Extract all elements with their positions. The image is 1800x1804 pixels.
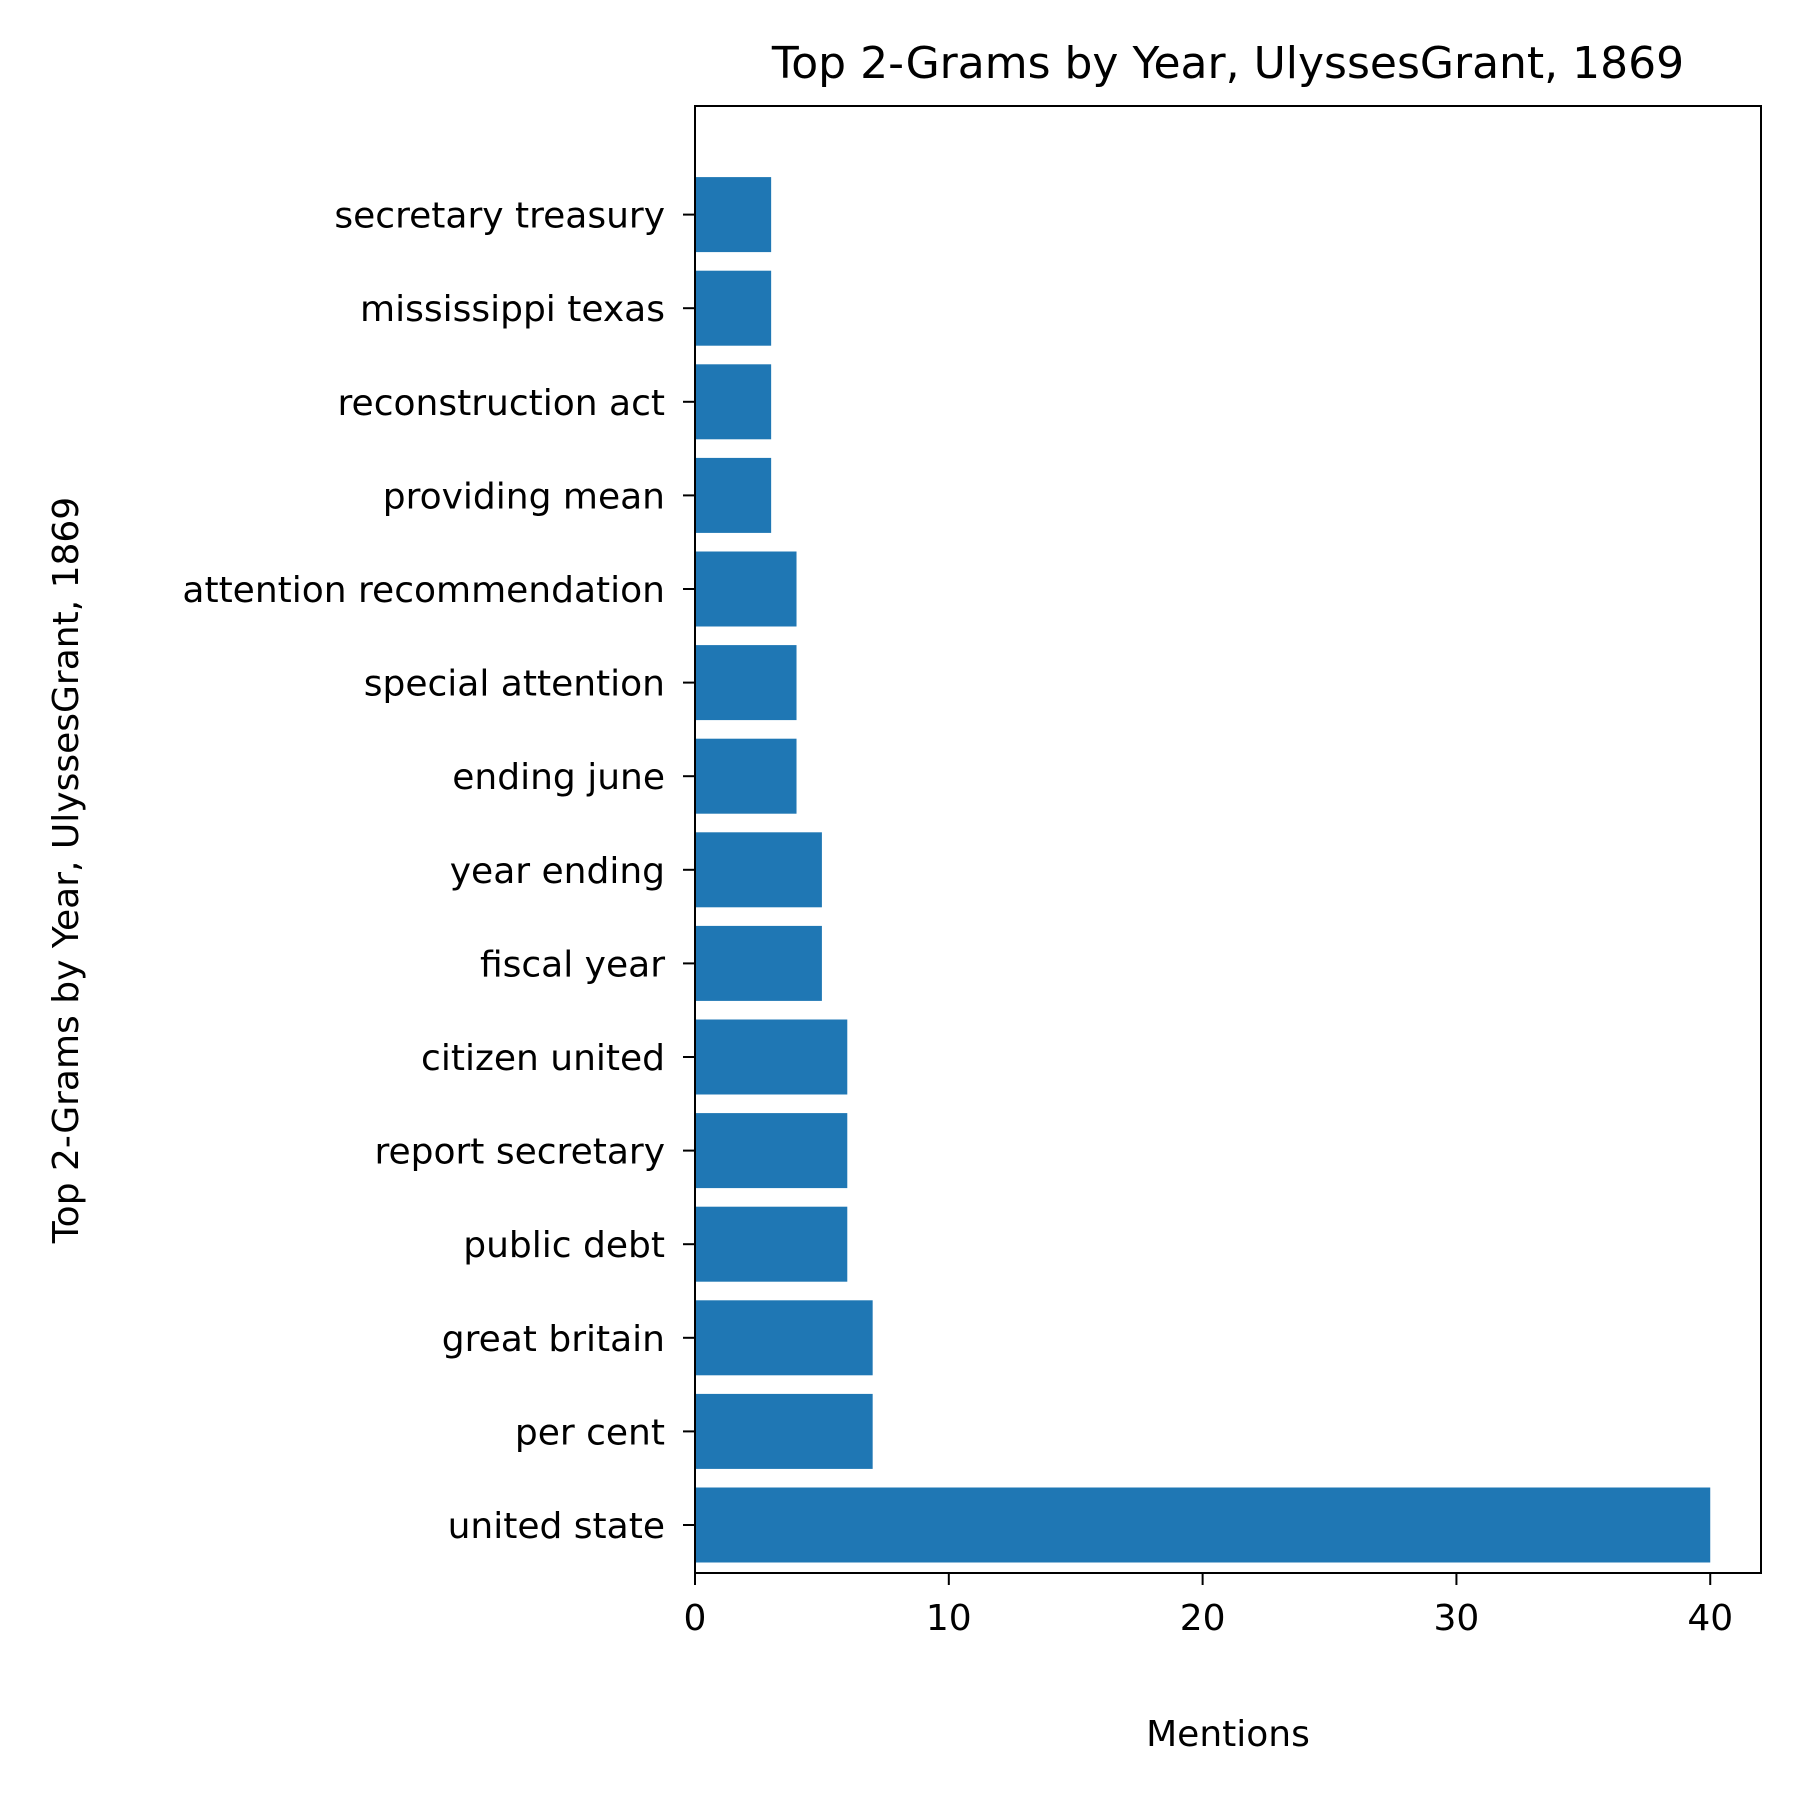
y-tick-label: year ending: [450, 851, 665, 892]
chart-title: Top 2-Grams by Year, UlyssesGrant, 1869: [771, 38, 1684, 89]
y-tick-label: special attention: [364, 664, 665, 705]
y-tick-label: secretary treasury: [334, 196, 665, 237]
bar-mississippi-texas: [695, 270, 772, 346]
x-tick-label: 30: [1434, 1598, 1480, 1639]
plot-frame: [694, 105, 1762, 1574]
bar-report-secretary: [695, 1113, 848, 1189]
x-axis-label: Mentions: [1146, 1714, 1310, 1755]
y-tick-label: citizen united: [421, 1038, 665, 1079]
y-axis-label: Top 2-Grams by Year, UlyssesGrant, 1869: [46, 497, 87, 1244]
y-tick-label: per cent: [515, 1412, 665, 1453]
bar-per-cent: [695, 1393, 873, 1469]
bar-great-britain: [695, 1300, 873, 1376]
bars-layer: [695, 177, 1711, 1563]
x-tick-label: 0: [684, 1598, 707, 1639]
x-tick-label: 10: [926, 1598, 972, 1639]
y-tick-label: fiscal year: [480, 944, 665, 985]
y-tick-label: providing mean: [383, 476, 665, 517]
y-tick-label: great britain: [442, 1319, 665, 1360]
bar-fiscal-year: [695, 925, 822, 1001]
y-tick-label: mississippi texas: [360, 289, 665, 330]
bar-attention-recommendation: [695, 551, 797, 627]
bar-secretary-treasury: [695, 177, 772, 253]
x-tick-label: 20: [1180, 1598, 1226, 1639]
bar-providing-mean: [695, 457, 772, 533]
y-tick-label: report secretary: [374, 1132, 665, 1173]
bar-year-ending: [695, 832, 822, 908]
y-tick-label: public debt: [463, 1225, 665, 1266]
bar-ending-june: [695, 738, 797, 814]
y-tick-label: attention recommendation: [182, 570, 665, 611]
y-tick-label: ending june: [452, 757, 665, 798]
x-axis: 0 10 20 30 40: [684, 1573, 1733, 1639]
bar-special-attention: [695, 645, 797, 721]
x-tick-label: 40: [1687, 1598, 1733, 1639]
y-tick-label: united state: [448, 1506, 665, 1547]
y-tick-label: reconstruction act: [338, 383, 665, 424]
bar-united-state: [695, 1487, 1711, 1563]
y-axis: united state per cent great britain public …: [182, 196, 695, 1547]
bar-public-debt: [695, 1206, 848, 1282]
bar-reconstruction-act: [695, 364, 772, 440]
bar-citizen-united: [695, 1019, 848, 1095]
